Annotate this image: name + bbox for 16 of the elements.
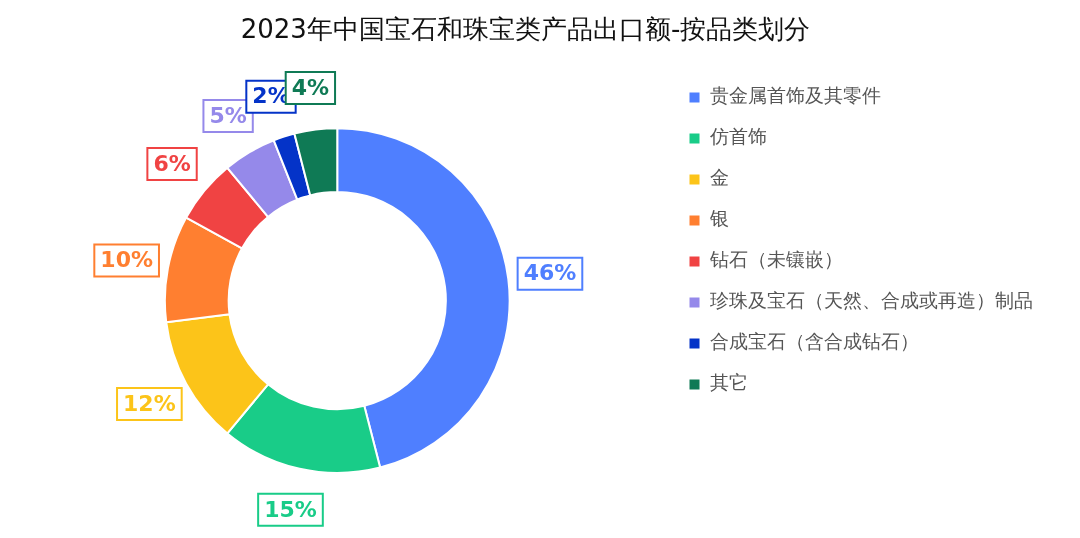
legend-label: 仿首饰	[709, 125, 767, 148]
legend-label: 钻石（未镶嵌）	[709, 248, 843, 271]
legend-label: 金	[710, 166, 729, 189]
data-label: 6%	[153, 150, 191, 176]
legend-label: 银	[709, 207, 729, 230]
legend-label: 其它	[710, 371, 748, 394]
data-label: 12%	[123, 390, 176, 416]
chart-title: 2023年中国宝石和珠宝类产品出口额-按品类划分	[240, 14, 811, 45]
data-label: 10%	[100, 247, 153, 273]
legend-label: 合成宝石（含合成钻石）	[710, 330, 919, 353]
data-label: 15%	[264, 496, 317, 522]
legend-label: 珍珠及宝石（天然、合成或再造）制品	[710, 289, 1033, 312]
data-label: 4%	[291, 74, 330, 100]
legend-label: 贵金属首饰及其零件	[710, 84, 881, 107]
data-label: 5%	[209, 102, 247, 128]
data-label: 46%	[523, 260, 577, 286]
